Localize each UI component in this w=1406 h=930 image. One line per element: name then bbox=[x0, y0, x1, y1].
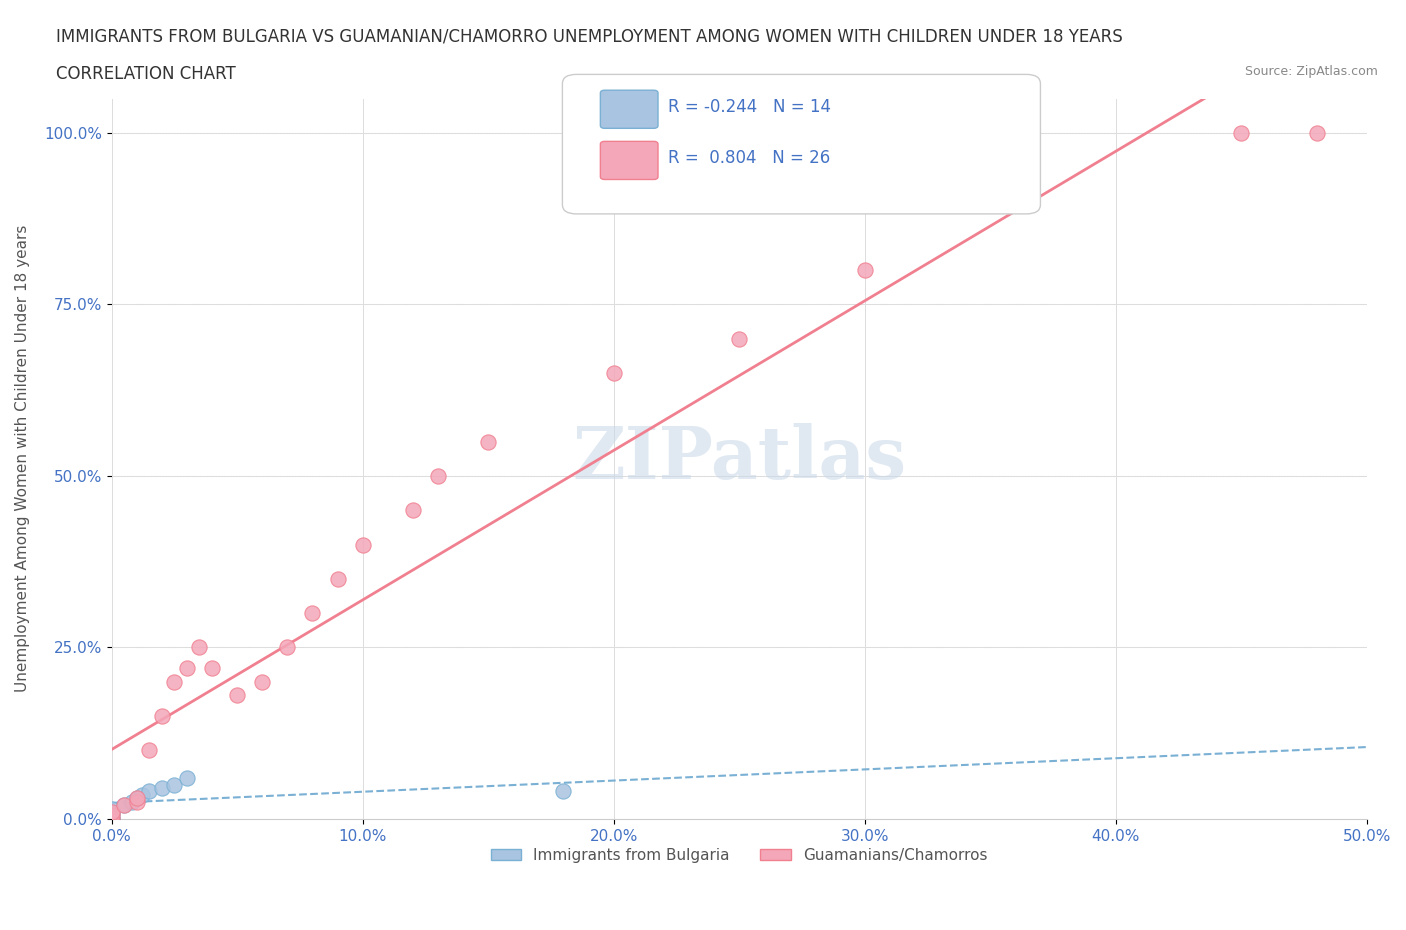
Point bbox=[276, 640, 298, 655]
Text: ZIPatlas: ZIPatlas bbox=[572, 423, 907, 494]
Y-axis label: Unemployment Among Women with Children Under 18 years: Unemployment Among Women with Children U… bbox=[15, 225, 30, 693]
Point bbox=[201, 660, 224, 675]
Point bbox=[150, 780, 173, 795]
Point bbox=[301, 605, 323, 620]
Point bbox=[100, 811, 122, 826]
Point bbox=[1305, 126, 1327, 140]
Point bbox=[426, 469, 449, 484]
Point bbox=[176, 660, 198, 675]
Point bbox=[176, 770, 198, 785]
Point bbox=[125, 790, 148, 805]
Point bbox=[100, 811, 122, 826]
Point bbox=[100, 808, 122, 823]
Point bbox=[112, 798, 135, 813]
Point bbox=[553, 784, 575, 799]
Text: R = -0.244   N = 14: R = -0.244 N = 14 bbox=[668, 98, 831, 116]
Point bbox=[138, 743, 160, 758]
Point bbox=[125, 790, 148, 805]
Point bbox=[326, 571, 349, 586]
Point bbox=[477, 434, 499, 449]
Point bbox=[402, 503, 425, 518]
Point bbox=[163, 674, 186, 689]
Point bbox=[853, 262, 876, 277]
Text: IMMIGRANTS FROM BULGARIA VS GUAMANIAN/CHAMORRO UNEMPLOYMENT AMONG WOMEN WITH CHI: IMMIGRANTS FROM BULGARIA VS GUAMANIAN/CH… bbox=[56, 28, 1123, 46]
Legend: Immigrants from Bulgaria, Guamanians/Chamorros: Immigrants from Bulgaria, Guamanians/Cha… bbox=[485, 842, 994, 869]
Point bbox=[163, 777, 186, 792]
Point bbox=[121, 794, 143, 809]
Point bbox=[100, 804, 122, 819]
Point bbox=[100, 801, 122, 816]
Point bbox=[1230, 126, 1253, 140]
Point bbox=[112, 798, 135, 813]
Text: CORRELATION CHART: CORRELATION CHART bbox=[56, 65, 236, 83]
Point bbox=[252, 674, 274, 689]
Point bbox=[138, 784, 160, 799]
Point bbox=[728, 331, 751, 346]
Point bbox=[602, 365, 624, 380]
Point bbox=[100, 804, 122, 819]
Point bbox=[131, 788, 153, 803]
Point bbox=[125, 794, 148, 809]
Point bbox=[100, 808, 122, 823]
Point bbox=[100, 811, 122, 826]
Point bbox=[352, 537, 374, 551]
Text: Source: ZipAtlas.com: Source: ZipAtlas.com bbox=[1244, 65, 1378, 78]
Point bbox=[150, 709, 173, 724]
Text: R =  0.804   N = 26: R = 0.804 N = 26 bbox=[668, 149, 830, 167]
Point bbox=[188, 640, 211, 655]
Point bbox=[226, 688, 249, 703]
